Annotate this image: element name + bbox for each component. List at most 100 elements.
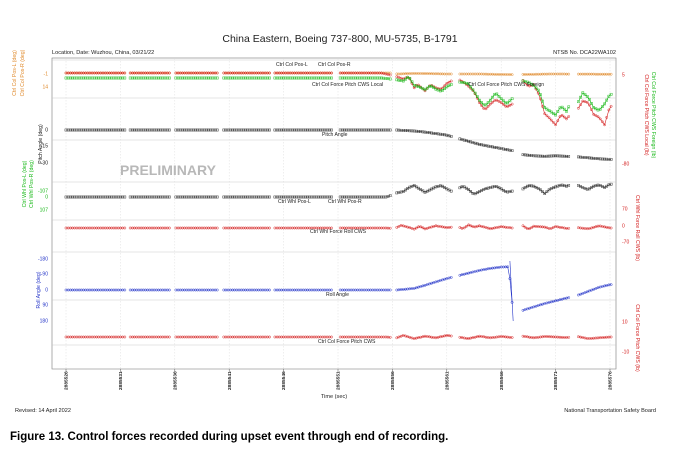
data-point-ctrl-col-force-pitch-cws-local (499, 101, 503, 104)
data-point-ctrl-col-force-pitch-cws-local (445, 82, 449, 85)
data-point-ctrl-col-force-pitch-cws-foreign (497, 95, 501, 98)
series-line-ctrl-col-force-pitch-cws (459, 335, 513, 339)
data-point-ctrl-col-force-pitch-cws-foreign (467, 82, 470, 86)
data-point-ctrl-col-force-pitch-cws-foreign (541, 99, 544, 103)
right-tick-label: 0 (622, 224, 625, 230)
data-point-ctrl-whl-pos-l (467, 188, 470, 191)
series-layer (64, 71, 613, 340)
data-point-ctrl-col-force-pitch-cws-local (543, 112, 547, 116)
data-point-ctrl-whl-force-roll-cws (567, 226, 571, 230)
data-point-ctrl-col-force-pitch-cws-foreign (508, 99, 512, 103)
annotation-ctrl-whl-force-roll-cws: Ctrl Whl Force Roll CWS (310, 229, 367, 235)
annotation-ctrl-col-force-pitch-cws-foreign: Ctrl Col Force Pitch CWS Foreign (468, 82, 544, 88)
data-point-ctrl-col-force-pitch-cws-foreign (123, 76, 127, 80)
data-point-ctrl-whl-force-roll-cws (462, 226, 466, 230)
data-point-ctrl-whl-pos-l (521, 187, 525, 191)
data-point-ctrl-col-force-pitch-cws-foreign (581, 91, 585, 95)
data-point-ctrl-col-pos-l (510, 73, 514, 76)
data-point-ctrl-col-force-pitch-cws-foreign (552, 112, 555, 115)
left-tick-label: 14 (42, 85, 48, 91)
data-point-ctrl-col-force-pitch-cws (330, 335, 333, 339)
annotation-ctrl-col-force-pitch-cws: Ctrl Col Force Pitch CWS (318, 339, 376, 345)
data-point-roll-angle (215, 288, 219, 292)
left-tick-label: -107 (38, 189, 48, 195)
data-point-pitch-angle (609, 158, 613, 161)
data-point-ctrl-col-force-pitch-cws-foreign (410, 80, 414, 84)
data-point-ctrl-whl-force-roll-cws (123, 226, 127, 230)
left-tick-label: -180 (38, 257, 48, 263)
left-tick-label: 180 (40, 319, 49, 325)
data-point-pitch-angle (510, 149, 514, 152)
data-point-ctrl-whl-pos-l (404, 188, 407, 192)
data-point-ctrl-col-force-pitch-cws-foreign (471, 88, 475, 92)
data-point-ctrl-whl-pos-l (168, 195, 171, 199)
data-point-ctrl-whl-force-roll-cws (419, 225, 423, 229)
data-point-pitch-angle (215, 128, 219, 132)
data-point-ctrl-col-force-pitch-cws-foreign (473, 91, 477, 95)
data-point-ctrl-col-force-pitch-cws-foreign (488, 98, 492, 102)
data-point-ctrl-col-force-pitch-cws-foreign (549, 110, 553, 114)
series-roll-angle (64, 265, 613, 312)
data-point-ctrl-whl-force-roll-cws (521, 224, 525, 228)
data-point-ctrl-col-force-pitch-cws-local (495, 98, 499, 102)
data-point-ctrl-col-force-pitch-cws-local (447, 80, 451, 84)
series-line-ctrl-whl-force-roll-cws (459, 224, 513, 230)
data-point-ctrl-whl-pos-l (123, 195, 127, 199)
data-point-ctrl-col-force-pitch-cws-foreign (432, 86, 436, 89)
data-point-ctrl-col-force-pitch-cws-foreign (539, 93, 542, 96)
data-point-ctrl-col-force-pitch-cws-local (558, 115, 562, 118)
data-point-ctrl-col-force-pitch-cws-local (123, 71, 127, 75)
data-point-ctrl-col-force-pitch-cws-foreign (469, 85, 473, 89)
data-point-ctrl-col-force-pitch-cws-local (497, 100, 501, 103)
series-line-pitch-angle (459, 138, 513, 151)
data-point-ctrl-col-force-pitch-cws-local (560, 113, 564, 117)
data-point-ctrl-col-force-pitch-cws-foreign (449, 83, 453, 86)
data-point-ctrl-col-force-pitch-cws-local (488, 102, 492, 106)
right-tick-label: 70 (622, 207, 628, 213)
data-point-ctrl-col-force-pitch-cws-foreign (484, 103, 488, 107)
data-point-ctrl-col-force-pitch-cws-local (594, 114, 598, 117)
data-point-ctrl-col-force-pitch-cws-foreign (404, 77, 407, 81)
data-point-ctrl-whl-force-roll-cws (268, 226, 271, 230)
data-point-ctrl-col-force-pitch-cws-local (556, 119, 560, 123)
series-ctrl-col-force-pitch-cws (64, 334, 613, 340)
annotation-ctrl-col-pos-r: Ctrl Col Pos-R (318, 62, 351, 68)
left-axis-label: Ctrl Col Pos-R (deg) (20, 49, 26, 96)
data-point-ctrl-col-force-pitch-cws-local (567, 115, 571, 118)
data-point-ctrl-whl-force-roll-cws (469, 224, 473, 228)
data-point-ctrl-col-force-pitch-cws-local (605, 116, 609, 119)
series-annotations: Ctrl Col Pos-L Ctrl Col Pos-R Ctrl Col For… (276, 62, 544, 345)
data-point-ctrl-whl-pos-l (441, 184, 444, 188)
chart-title: China Eastern, Boeing 737-800, MU-5735, … (222, 33, 457, 45)
x-axis-label: Time (sec) (321, 394, 347, 400)
data-point-roll-angle (449, 276, 453, 279)
data-point-pitch-angle (567, 155, 571, 158)
data-point-ctrl-col-force-pitch-cws-foreign (534, 86, 538, 90)
x-tick-label: 2885566 (499, 371, 505, 390)
data-point-ctrl-col-force-pitch-cws-local (502, 103, 505, 106)
agency-text: National Transportation Safety Board (564, 408, 656, 414)
data-point-ctrl-col-force-pitch-cws-local (486, 105, 490, 108)
left-tick-label: -1 (44, 72, 49, 78)
data-point-ctrl-whl-pos-l (330, 195, 333, 199)
data-point-ctrl-whl-force-roll-cws (528, 227, 531, 231)
data-point-ctrl-whl-force-roll-cws (330, 226, 333, 230)
data-point-ctrl-col-force-pitch-cws-local (598, 117, 602, 121)
data-point-ctrl-col-force-pitch-cws-foreign (478, 98, 481, 102)
data-point-ctrl-whl-pos-l (417, 186, 420, 190)
data-point-roll-angle (567, 296, 571, 299)
left-tick-label: 0 (45, 288, 48, 294)
data-point-ctrl-col-force-pitch-cws-local (579, 103, 582, 107)
x-tick-label: 2885551 (336, 371, 342, 390)
data-point-ctrl-whl-force-roll-cws (414, 226, 418, 230)
data-point-pitch-angle (449, 135, 453, 138)
data-point-ctrl-whl-pos-l (510, 189, 514, 193)
series-ctrl-whl-pos-l (64, 182, 613, 199)
data-point-ctrl-col-force-pitch-cws-local (554, 123, 557, 127)
annotation-ctrl-col-force-pitch-cws-local: Ctrl Col Force Pitch CWS Local (312, 82, 383, 88)
data-point-ctrl-whl-pos-l (539, 188, 542, 192)
series-line-ctrl-col-force-pitch-cws-foreign (459, 81, 513, 106)
data-point-ctrl-whl-force-roll-cws (523, 225, 527, 229)
data-point-ctrl-col-force-pitch-cws-local (268, 71, 271, 75)
